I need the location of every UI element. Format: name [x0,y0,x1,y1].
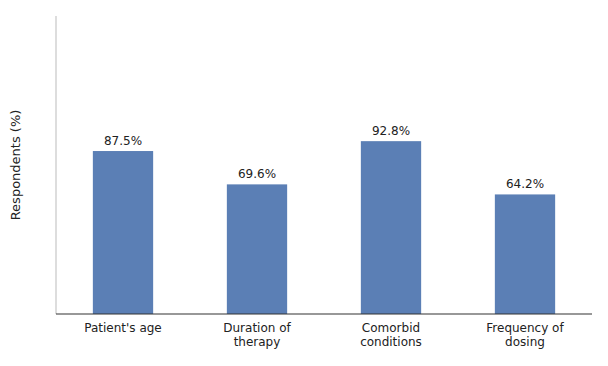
data-label: 92.8% [372,124,410,138]
bar [227,184,287,314]
chart: Patient's age Duration oftherapy Comorbidc… [0,0,608,366]
data-label: 64.2% [506,177,544,191]
y-axis-label: Respondents (%) [8,110,23,221]
data-label: 69.6% [238,167,276,181]
x-tick-label: Patient's age [84,321,162,335]
x-tick-label: Frequency ofdosing [486,321,564,349]
x-tick-label: Duration oftherapy [223,321,291,349]
bar [361,141,421,314]
bars [93,141,555,314]
x-tick-label: Comorbidconditions [360,321,422,349]
x-axis-line [56,313,592,314]
data-label: 87.5% [104,134,142,148]
bar [495,194,555,314]
bar [93,151,153,314]
y-axis-line [56,16,57,314]
